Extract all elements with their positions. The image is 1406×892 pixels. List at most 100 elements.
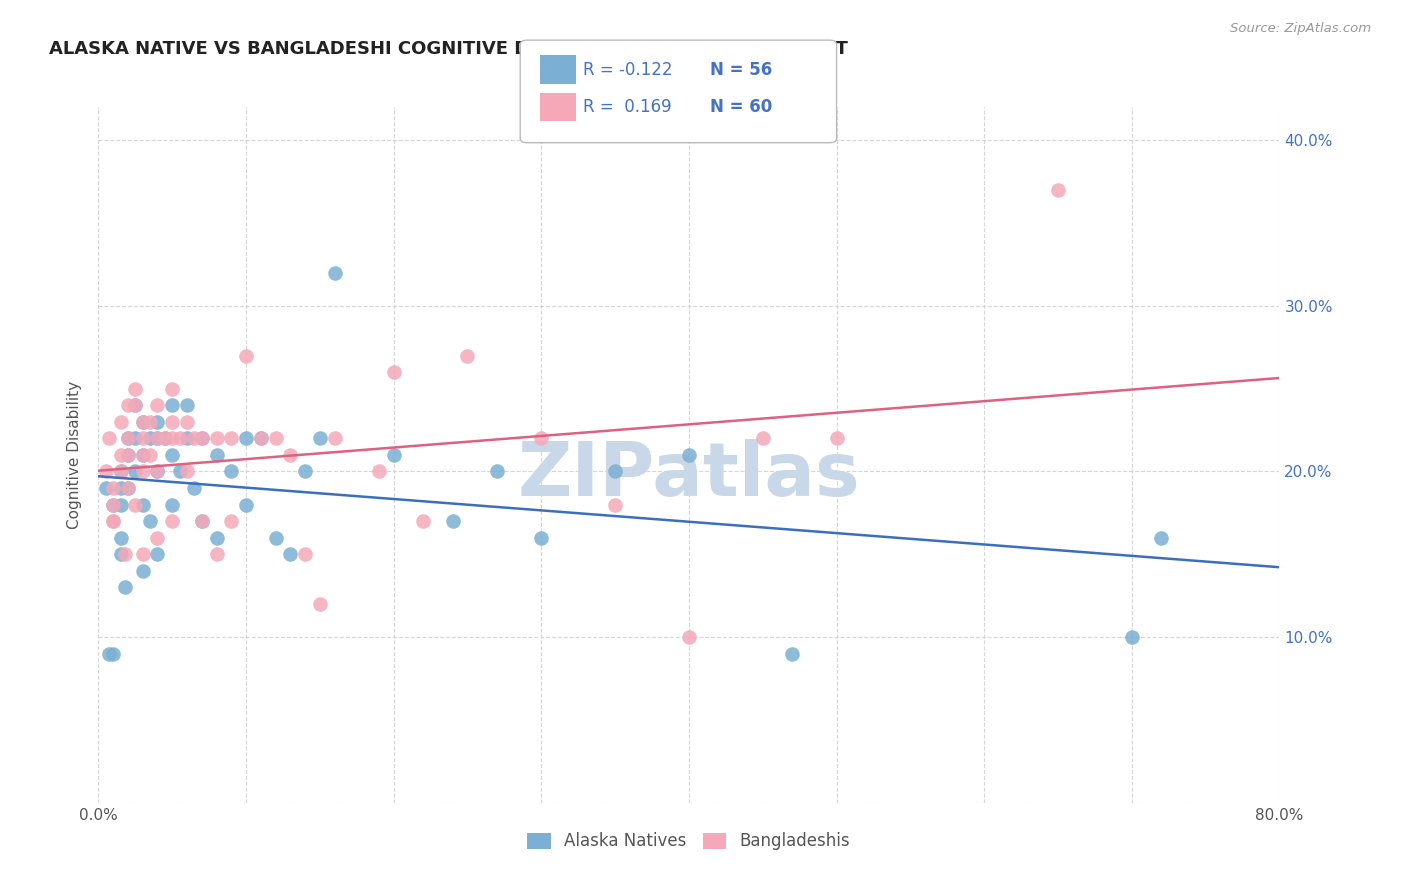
- Point: [264, 531, 287, 545]
- Point: [162, 448, 183, 462]
- Point: [103, 498, 125, 512]
- Point: [176, 415, 198, 429]
- Point: [264, 431, 287, 445]
- Point: [162, 415, 183, 429]
- Point: [235, 349, 257, 363]
- Point: [486, 465, 509, 479]
- Text: N = 56: N = 56: [710, 61, 772, 78]
- Point: [1046, 183, 1070, 197]
- Point: [752, 431, 775, 445]
- Point: [176, 398, 198, 412]
- Point: [146, 431, 169, 445]
- Point: [103, 514, 125, 528]
- Point: [205, 431, 228, 445]
- Point: [103, 647, 125, 661]
- Point: [94, 465, 117, 479]
- Point: [97, 431, 120, 445]
- Point: [183, 431, 205, 445]
- Point: [132, 465, 155, 479]
- Point: [117, 481, 139, 495]
- Point: [782, 647, 804, 661]
- Point: [132, 448, 155, 462]
- Point: [250, 431, 273, 445]
- Text: ALASKA NATIVE VS BANGLADESHI COGNITIVE DISABILITY CORRELATION CHART: ALASKA NATIVE VS BANGLADESHI COGNITIVE D…: [49, 40, 848, 58]
- Point: [280, 448, 302, 462]
- Point: [153, 431, 176, 445]
- Y-axis label: Cognitive Disability: Cognitive Disability: [67, 381, 83, 529]
- Point: [117, 448, 139, 462]
- Point: [323, 431, 346, 445]
- Point: [162, 498, 183, 512]
- Point: [605, 498, 627, 512]
- Point: [110, 481, 132, 495]
- Point: [146, 465, 169, 479]
- Point: [1150, 531, 1173, 545]
- Point: [323, 266, 346, 280]
- Point: [162, 382, 183, 396]
- Point: [280, 547, 302, 561]
- Point: [382, 448, 405, 462]
- Point: [132, 415, 155, 429]
- Point: [110, 448, 132, 462]
- Point: [153, 431, 176, 445]
- Point: [176, 431, 198, 445]
- Point: [103, 514, 125, 528]
- Point: [103, 481, 125, 495]
- Point: [605, 465, 627, 479]
- Point: [124, 465, 146, 479]
- Point: [382, 365, 405, 379]
- Point: [132, 547, 155, 561]
- Point: [124, 431, 146, 445]
- Point: [110, 465, 132, 479]
- Point: [205, 448, 228, 462]
- Text: R =  0.169: R = 0.169: [583, 98, 672, 116]
- Point: [139, 514, 162, 528]
- Point: [221, 431, 243, 445]
- Point: [176, 465, 198, 479]
- Point: [235, 431, 257, 445]
- Point: [132, 415, 155, 429]
- Point: [124, 398, 146, 412]
- Point: [294, 547, 316, 561]
- Point: [183, 481, 205, 495]
- Point: [825, 431, 848, 445]
- Point: [146, 547, 169, 561]
- Point: [132, 448, 155, 462]
- Point: [132, 431, 155, 445]
- Point: [368, 465, 391, 479]
- Point: [97, 647, 120, 661]
- Point: [114, 547, 136, 561]
- Point: [146, 465, 169, 479]
- Point: [169, 431, 191, 445]
- Point: [191, 431, 214, 445]
- Point: [139, 415, 162, 429]
- Point: [1121, 630, 1143, 644]
- Point: [205, 531, 228, 545]
- Point: [309, 597, 332, 611]
- Point: [221, 514, 243, 528]
- Point: [117, 481, 139, 495]
- Point: [117, 431, 139, 445]
- Point: [530, 531, 553, 545]
- Point: [191, 431, 214, 445]
- Text: N = 60: N = 60: [710, 98, 772, 116]
- Point: [235, 498, 257, 512]
- Point: [124, 498, 146, 512]
- Legend: Alaska Natives, Bangladeshis: Alaska Natives, Bangladeshis: [520, 826, 858, 857]
- Text: R = -0.122: R = -0.122: [583, 61, 673, 78]
- Point: [457, 349, 479, 363]
- Point: [124, 398, 146, 412]
- Point: [110, 547, 132, 561]
- Point: [162, 398, 183, 412]
- Point: [132, 498, 155, 512]
- Point: [146, 415, 169, 429]
- Point: [250, 431, 273, 445]
- Point: [117, 448, 139, 462]
- Point: [169, 465, 191, 479]
- Point: [221, 465, 243, 479]
- Point: [294, 465, 316, 479]
- Point: [139, 431, 162, 445]
- Point: [678, 448, 700, 462]
- Point: [117, 431, 139, 445]
- Point: [110, 465, 132, 479]
